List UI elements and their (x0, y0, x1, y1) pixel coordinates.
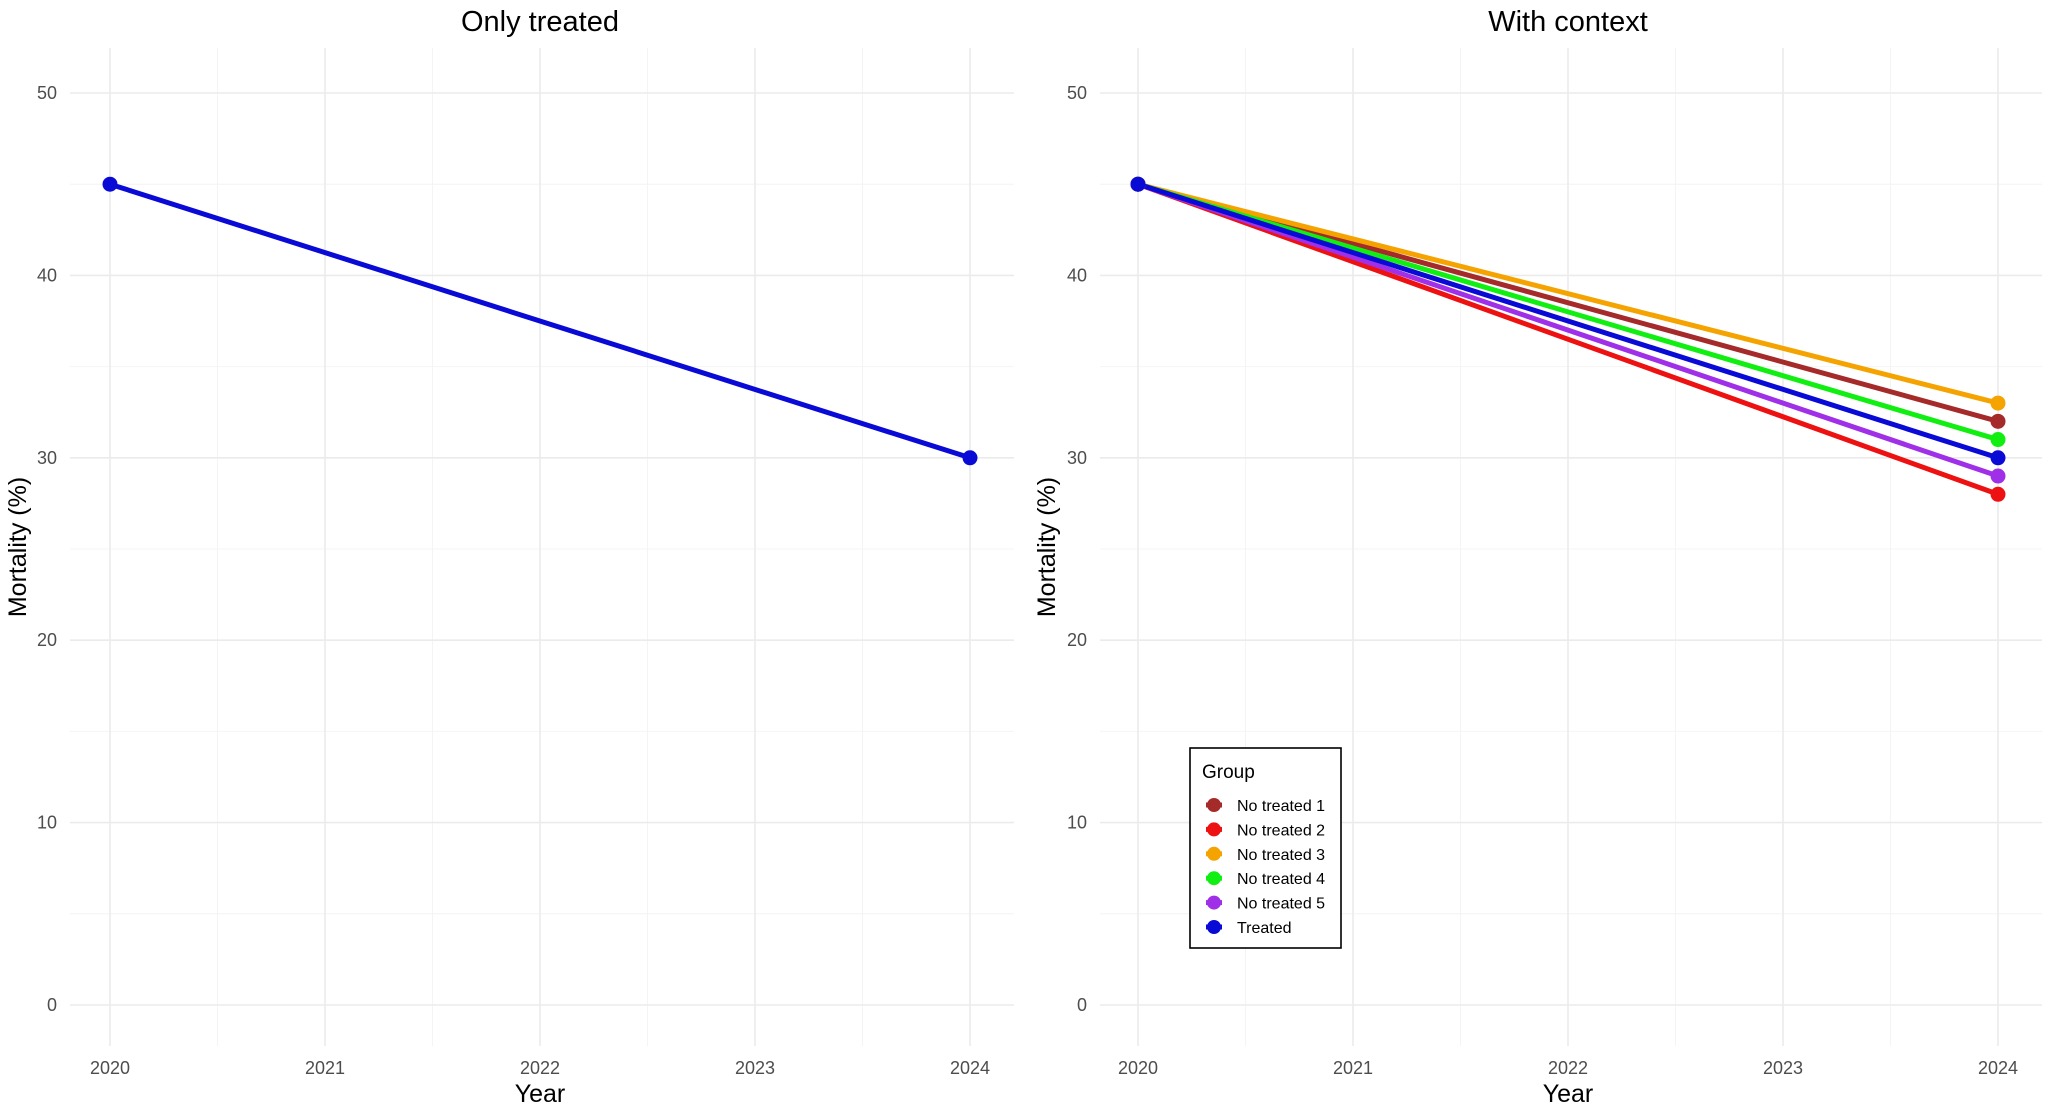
y-tick-label-20: 20 (37, 630, 57, 650)
panel-title: Only treated (461, 6, 619, 38)
y-tick-label-50: 50 (37, 83, 57, 103)
y-axis-title: Mortality (%) (4, 477, 32, 617)
data-point-series-4-2024 (1990, 432, 2006, 448)
x-tick-label-2020: 2020 (1118, 1058, 1158, 1078)
legend-key-point-1 (1207, 798, 1221, 812)
legend-entry-3: No treated 3 (1237, 847, 1325, 864)
series-line-1 (1135, 181, 2001, 424)
y-tick-label-0: 0 (47, 995, 57, 1015)
series-line-5 (1135, 181, 2001, 479)
legend-entry-6: Treated (1237, 920, 1292, 937)
panel-2: 2020 2021 2022 2023 2024 0 10 20 30 40 50 With cont… (1033, 6, 2042, 1108)
series-line-1 (107, 181, 973, 461)
y-tick-label-30: 30 (1067, 448, 1087, 468)
y-tick-label-40: 40 (37, 265, 57, 285)
data-point-series-5-2024 (1990, 468, 2006, 484)
y-tick-label-30: 30 (37, 448, 57, 468)
legend-entry-2: No treated 2 (1237, 822, 1325, 839)
x-tick-label-2021: 2021 (305, 1058, 345, 1078)
x-tick-label-2023: 2023 (735, 1058, 775, 1078)
series-line-6 (1135, 181, 2001, 461)
legend-key-point-4 (1207, 871, 1221, 886)
y-tick-label-40: 40 (1067, 265, 1087, 285)
legend-key-point-2 (1207, 822, 1221, 837)
x-tick-label-2024: 2024 (950, 1058, 990, 1078)
x-tick-label-2023: 2023 (1763, 1058, 1803, 1078)
legend-entry-5: No treated 5 (1237, 896, 1325, 913)
x-axis-title: Year (515, 1080, 566, 1108)
panel-1: 2020 2021 2022 2023 2024 0 10 20 30 40 50 Only trea… (4, 6, 1014, 1108)
data-point-series-1-2020 (102, 176, 118, 192)
y-tick-label-10: 10 (37, 813, 57, 833)
series-line-4 (1135, 181, 2001, 443)
series-line-3 (1135, 181, 2001, 406)
y-tick-label-20: 20 (1067, 630, 1087, 650)
data-point-series-6-2024 (1990, 450, 2006, 466)
legend: Group No treated 1 No treated 2 No treated … (1189, 747, 1342, 949)
legend-entry-4: No treated 4 (1237, 871, 1325, 888)
y-tick-label-50: 50 (1067, 83, 1087, 103)
x-tick-label-2021: 2021 (1333, 1058, 1373, 1078)
y-tick-label-10: 10 (1067, 813, 1087, 833)
data-point-series-6-2020 (1130, 176, 1146, 192)
x-axis-title: Year (1543, 1080, 1594, 1108)
legend-key-point-6 (1207, 920, 1221, 934)
panel-title: With context (1488, 6, 1648, 38)
data-point-series-1-2024 (1990, 413, 2006, 429)
data-point-series-2-2024 (1990, 486, 2006, 502)
y-axis-title: Mortality (%) (1033, 477, 1061, 617)
x-tick-label-2022: 2022 (520, 1058, 560, 1078)
x-tick-label-2022: 2022 (1548, 1058, 1588, 1078)
legend-title: Group (1202, 762, 1255, 783)
legend-entry-1: No treated 1 (1237, 798, 1325, 815)
data-point-series-1-2024 (962, 450, 978, 466)
data-point-series-3-2024 (1990, 395, 2006, 411)
x-tick-label-2020: 2020 (90, 1058, 130, 1078)
x-tick-label-2024: 2024 (1978, 1058, 2018, 1078)
legend-key-point-3 (1207, 846, 1221, 861)
y-tick-label-0: 0 (1077, 995, 1087, 1015)
legend-key-point-5 (1207, 895, 1221, 910)
series-line-2 (1135, 181, 2001, 497)
